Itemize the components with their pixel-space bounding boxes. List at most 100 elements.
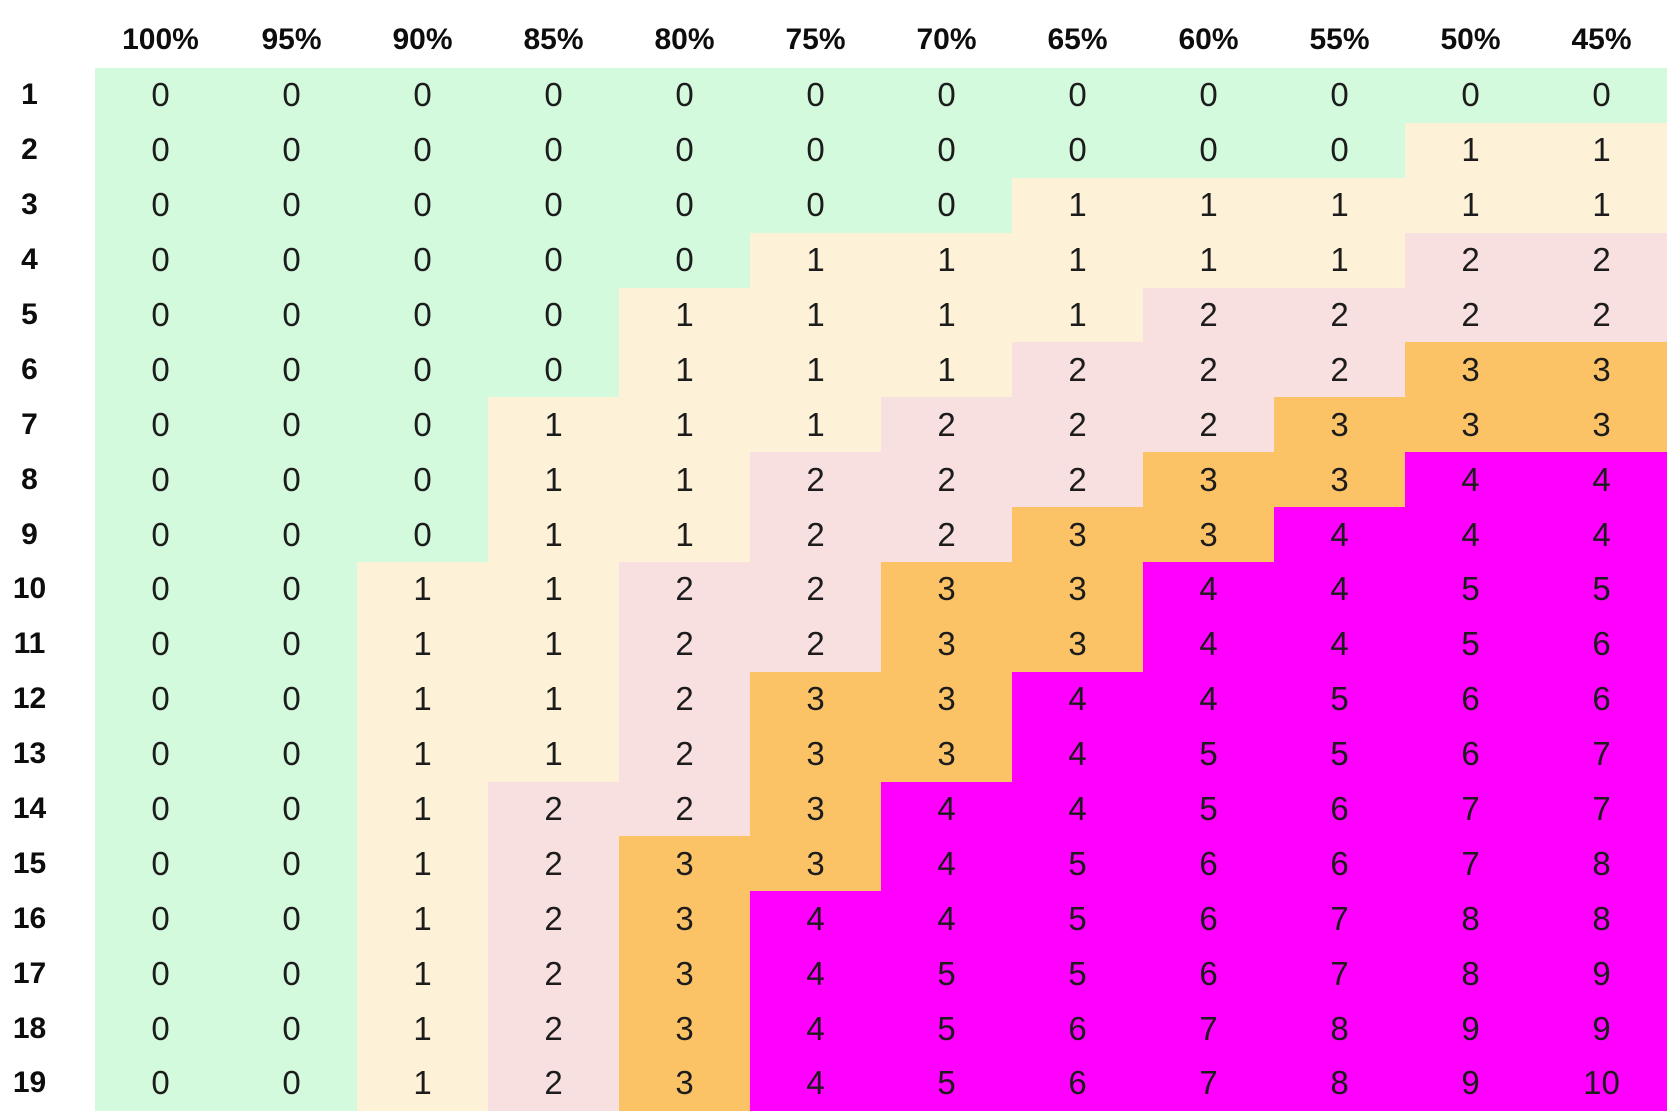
column-header: 50%: [1405, 0, 1536, 68]
table-cell: 0: [226, 68, 357, 123]
table-cell: 0: [357, 287, 488, 343]
table-cell: 5: [1274, 671, 1405, 727]
table-cell: 0: [619, 68, 750, 123]
table-cell: 2: [1012, 452, 1143, 508]
table-cell: 1: [488, 671, 619, 727]
table-cell: 0: [226, 122, 357, 178]
table-cell: 3: [619, 891, 750, 947]
row-label: 8: [0, 452, 95, 508]
table-cell: 0: [226, 1056, 357, 1111]
table-cell: 4: [1405, 507, 1536, 563]
table-cell: 4: [1143, 616, 1274, 672]
table-cell: 0: [357, 507, 488, 563]
table-cell: 2: [1536, 287, 1667, 343]
table-cell: 5: [881, 1056, 1012, 1111]
table-cell: 1: [619, 507, 750, 563]
row-label: 16: [0, 891, 95, 947]
table-cell: 2: [1405, 287, 1536, 343]
table-cell: 0: [226, 891, 357, 947]
row-label: 7: [0, 397, 95, 453]
table-cell: 0: [881, 122, 1012, 178]
table-cell: 8: [1405, 891, 1536, 947]
table-cell: 7: [1274, 946, 1405, 1002]
table-cell: 1: [357, 836, 488, 892]
table-cell: 4: [1143, 562, 1274, 617]
table-cell: 6: [1143, 891, 1274, 947]
table-cell: 6: [1012, 1001, 1143, 1057]
table-cell: 2: [881, 452, 1012, 508]
table-cell: 1: [1536, 177, 1667, 233]
column-header: 90%: [357, 0, 488, 68]
table-cell: 1: [750, 287, 881, 343]
table-cell: 0: [1012, 68, 1143, 123]
table-cell: 9: [1405, 1001, 1536, 1057]
table-cell: 0: [619, 177, 750, 233]
row-label: 15: [0, 836, 95, 892]
table-cell: 0: [226, 452, 357, 508]
table-cell: 6: [1405, 726, 1536, 782]
table-cell: 2: [1405, 232, 1536, 288]
table-cell: 6: [1536, 671, 1667, 727]
table-cell: 1: [1012, 287, 1143, 343]
table-cell: 1: [357, 891, 488, 947]
table-cell: 2: [1143, 397, 1274, 453]
table-cell: 8: [1274, 1056, 1405, 1111]
table-cell: 0: [619, 232, 750, 288]
table-cell: 0: [226, 287, 357, 343]
table-cell: 1: [357, 1056, 488, 1111]
table-cell: 2: [750, 616, 881, 672]
table-cell: 4: [750, 1001, 881, 1057]
column-header: 85%: [488, 0, 619, 68]
table-cell: 4: [750, 891, 881, 947]
table-cell: 9: [1405, 1056, 1536, 1111]
table-cell: 4: [1012, 726, 1143, 782]
table-cell: 0: [1536, 68, 1667, 123]
table-cell: 6: [1536, 616, 1667, 672]
table-cell: 0: [95, 1056, 226, 1111]
table-cell: 1: [488, 397, 619, 453]
table-cell: 0: [226, 562, 357, 617]
row-label: 18: [0, 1001, 95, 1057]
table-cell: 0: [95, 232, 226, 288]
table-cell: 5: [1405, 616, 1536, 672]
table-cell: 2: [1012, 397, 1143, 453]
table-cell: 3: [619, 946, 750, 1002]
table-cell: 0: [357, 342, 488, 398]
table-cell: 3: [1536, 342, 1667, 398]
table-cell: 0: [95, 68, 226, 123]
table-cell: 3: [750, 781, 881, 837]
table-cell: 8: [1274, 1001, 1405, 1057]
table-cell: 5: [1143, 781, 1274, 837]
column-header: 80%: [619, 0, 750, 68]
table-cell: 0: [619, 122, 750, 178]
table-cell: 0: [95, 562, 226, 617]
table-cell: 1: [488, 726, 619, 782]
table-cell: 1: [1274, 232, 1405, 288]
table-cell: 0: [488, 68, 619, 123]
table-cell: 0: [95, 397, 226, 453]
table-cell: 4: [1274, 562, 1405, 617]
table-cell: 3: [881, 616, 1012, 672]
table-cell: 4: [881, 836, 1012, 892]
table-cell: 0: [95, 287, 226, 343]
table-cell: 0: [95, 671, 226, 727]
row-label: 5: [0, 287, 95, 343]
table-cell: 4: [1274, 616, 1405, 672]
table-cell: 0: [488, 232, 619, 288]
column-header: 95%: [226, 0, 357, 68]
table-cell: 0: [488, 342, 619, 398]
table-cell: 2: [488, 1001, 619, 1057]
table-cell: 3: [1405, 397, 1536, 453]
table-cell: 3: [1274, 452, 1405, 508]
table-cell: 4: [1405, 452, 1536, 508]
table-cell: 0: [357, 68, 488, 123]
table-cell: 0: [95, 177, 226, 233]
table-cell: 2: [488, 1056, 619, 1111]
table-cell: 1: [488, 452, 619, 508]
column-header: 45%: [1536, 0, 1667, 68]
table-cell: 3: [1012, 507, 1143, 563]
row-label: 6: [0, 342, 95, 398]
table-cell: 6: [1274, 781, 1405, 837]
table-cell: 4: [1012, 781, 1143, 837]
